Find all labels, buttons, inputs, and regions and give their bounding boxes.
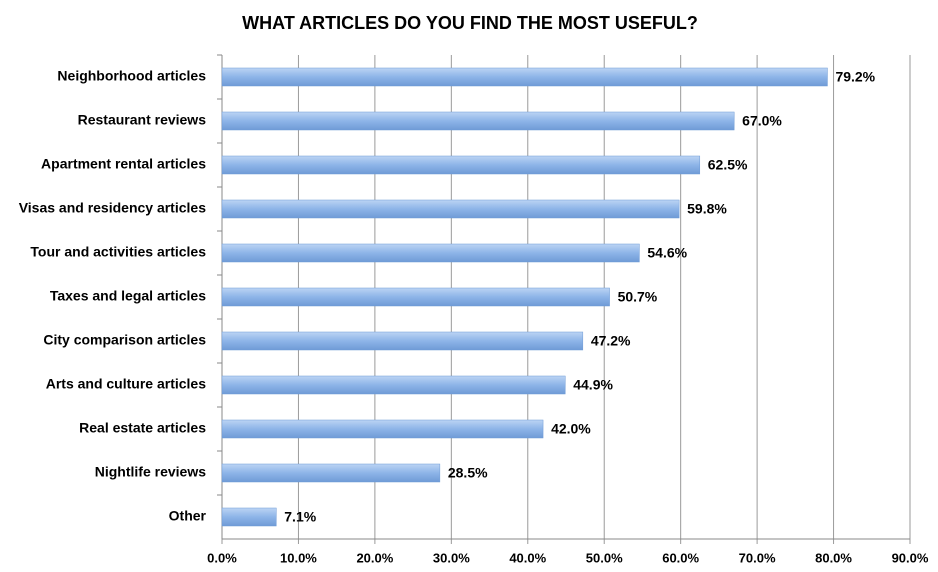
x-tick-label: 10.0% [280,550,317,565]
value-label: 62.5% [708,157,748,173]
bar [221,243,640,263]
y-tick-label: Arts and culture articles [46,376,206,392]
y-tick-label: Restaurant reviews [78,112,207,128]
value-label: 42.0% [551,421,591,437]
x-tick-label: 20.0% [356,550,393,565]
y-tick-label: Visas and residency articles [19,200,207,216]
value-label: 7.1% [284,509,316,525]
value-label: 67.0% [742,113,782,129]
value-label: 47.2% [591,333,631,349]
y-tick-label: City comparison articles [43,332,206,348]
bar [221,463,441,483]
x-tick-label: 40.0% [509,550,546,565]
y-tick-label: Nightlife reviews [95,464,206,480]
bar [221,67,828,87]
bar [221,331,584,351]
bar [221,111,735,131]
x-tick-label: 30.0% [433,550,470,565]
y-tick-label: Taxes and legal articles [50,288,206,304]
x-tick-label: 70.0% [739,550,776,565]
value-label: 79.2% [835,69,875,85]
chart-title: WHAT ARTICLES DO YOU FIND THE MOST USEFU… [242,13,698,33]
bar [221,507,277,527]
bar [221,287,610,307]
x-tick-label: 50.0% [586,550,623,565]
bar [221,155,701,175]
bar [221,419,544,439]
x-tick-label: 90.0% [892,550,929,565]
value-label: 44.9% [573,377,613,393]
x-tick-label: 80.0% [815,550,852,565]
y-tick-label: Other [169,508,207,524]
x-tick-label: 0.0% [207,550,237,565]
y-tick-label: Real estate articles [79,420,206,436]
value-label: 54.6% [647,245,687,261]
value-label: 28.5% [448,465,488,481]
value-label: 59.8% [687,201,727,217]
y-tick-label: Tour and activities articles [30,244,206,260]
bar [221,199,680,219]
y-tick-label: Apartment rental articles [41,156,206,172]
value-label: 50.7% [618,289,658,305]
x-tick-label: 60.0% [662,550,699,565]
bar [221,375,566,395]
y-tick-label: Neighborhood articles [57,68,206,84]
